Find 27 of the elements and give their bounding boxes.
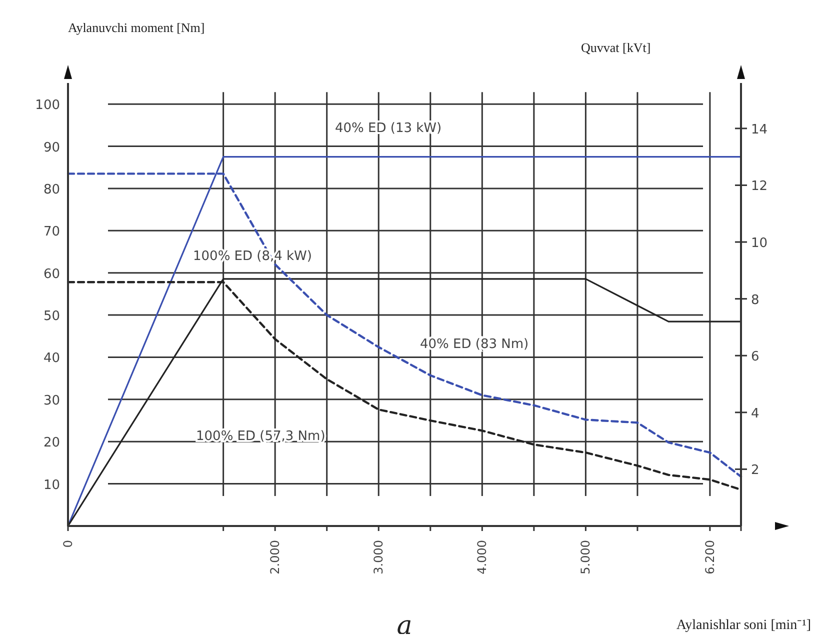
y2-tick-label: 8 xyxy=(751,292,760,308)
y2-tick-label: 10 xyxy=(751,236,768,252)
y-tick-label: 60 xyxy=(43,266,60,282)
y-tick-label: 20 xyxy=(43,436,60,451)
y-tick-label: 80 xyxy=(43,182,60,198)
y2-tick-label: 14 xyxy=(751,122,768,138)
y-tick-label: 30 xyxy=(43,393,60,408)
y2-tick-label: 4 xyxy=(751,406,760,422)
y-tick-label: 100 xyxy=(35,98,60,114)
x-tick-label: 4.000 xyxy=(475,540,490,574)
y-tick-label: 50 xyxy=(43,309,60,324)
y-axis-title: Aylanuvchi moment [Nm] xyxy=(68,20,205,35)
x-tick-label: 6.200 xyxy=(702,540,717,574)
y-tick-label: 40 xyxy=(43,351,60,366)
y2-tick-label: 12 xyxy=(751,179,768,194)
x-tick-label: 5.000 xyxy=(578,540,593,574)
text: a xyxy=(396,611,412,641)
x-tick-label: 3.000 xyxy=(372,540,386,574)
y-tick-label: 90 xyxy=(43,140,60,156)
y2-tick-label: 2 xyxy=(751,463,760,478)
y2-tick-label: 6 xyxy=(751,350,760,365)
y-tick-label: 10 xyxy=(43,478,60,493)
x-tick-label: 0 xyxy=(61,540,75,548)
y2-axis-title: Quvvat [kVt] xyxy=(581,40,651,55)
x-tick-label: 2.000 xyxy=(268,540,282,574)
y-tick-label: 70 xyxy=(43,224,60,240)
x-axis-title: Aylanishlar soni [min⁻¹] xyxy=(676,618,811,633)
